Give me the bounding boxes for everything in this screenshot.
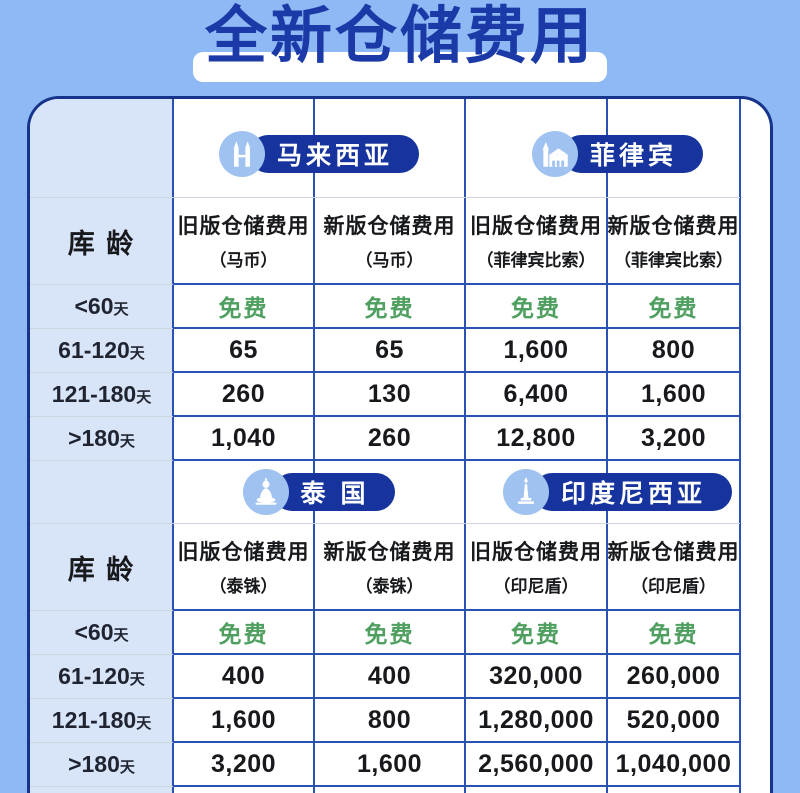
table-grid-background <box>30 99 770 793</box>
column-header: 旧版仓储费用 （泰铢） <box>173 523 314 611</box>
fee-value: 免费 <box>173 611 314 655</box>
page-header: 全新仓储费用 <box>0 0 800 96</box>
column-header: 旧版仓储费用 （菲律宾比索） <box>465 197 607 285</box>
fee-value: 1,280,000 <box>465 699 607 743</box>
age-row-label: 121-180 天 <box>30 373 173 417</box>
fee-value: 3,200 <box>607 417 740 461</box>
fee-value: 520,000 <box>607 699 740 743</box>
age-row-label: 61-120 天 <box>30 329 173 373</box>
fee-value: 65 <box>314 329 465 373</box>
column-header: 新版仓储费用 （印尼盾） <box>607 523 740 611</box>
fee-value: 260 <box>314 417 465 461</box>
page-title: 全新仓储费用 <box>204 2 595 71</box>
fee-value: 免费 <box>314 611 465 655</box>
grid-line <box>313 99 315 793</box>
country-badge-philippines: 菲律宾 <box>531 131 703 177</box>
column-header: 新版仓储费用 （马币） <box>314 197 465 285</box>
fee-value: 800 <box>314 699 465 743</box>
column-header: 旧版仓储费用 （马币） <box>173 197 314 285</box>
fee-card: 马来西亚 <box>27 96 773 793</box>
fee-table-malaysia-philippines: 库 龄 旧版仓储费用 （马币） 新版仓储费用 （马币） 旧版仓储费用 （菲律宾比… <box>30 197 740 461</box>
country-name: 菲律宾 <box>561 135 703 173</box>
age-row-label: >180 天 <box>30 417 173 461</box>
grid-line <box>464 99 466 793</box>
fee-value: 260,000 <box>607 655 740 699</box>
fee-value: 免费 <box>465 611 607 655</box>
buddha-icon <box>242 469 289 515</box>
grid-line <box>606 99 608 793</box>
fee-value: 12,800 <box>465 417 607 461</box>
fee-value: 800 <box>607 329 740 373</box>
fee-value: 免费 <box>607 611 740 655</box>
badge-slot: 泰 国 <box>173 469 465 515</box>
age-row-label: <60 天 <box>30 285 173 329</box>
country-badge-indonesia: 印度尼西亚 <box>502 469 732 515</box>
column-header: 新版仓储费用 （菲律宾比索） <box>607 197 740 285</box>
country-badge-malaysia: 马来西亚 <box>218 131 419 177</box>
fee-value: 免费 <box>173 285 314 329</box>
fee-value: 1,600 <box>607 373 740 417</box>
fee-value: 320,000 <box>465 655 607 699</box>
badge-slot: 菲律宾 <box>465 131 770 177</box>
country-badges-row-1: 马来西亚 <box>30 99 770 197</box>
country-name: 泰 国 <box>272 473 396 511</box>
country-badge-thailand: 泰 国 <box>242 469 396 515</box>
fee-table-thailand-indonesia: 库 龄 旧版仓储费用 （泰铢） 新版仓储费用 （泰铢） 旧版仓储费用 （印尼盾）… <box>30 523 740 787</box>
fee-value: 1,600 <box>465 329 607 373</box>
age-row-label: 61-120 天 <box>30 655 173 699</box>
badge-slot: 马来西亚 <box>173 131 465 177</box>
church-icon <box>531 131 578 177</box>
age-column-background <box>30 99 173 793</box>
fee-value: 260 <box>173 373 314 417</box>
fee-value: 免费 <box>314 285 465 329</box>
fee-value: 2,560,000 <box>465 743 607 787</box>
country-name: 马来西亚 <box>248 135 419 173</box>
fee-value: 400 <box>314 655 465 699</box>
grid-line <box>172 99 174 793</box>
age-row-label: >180 天 <box>30 743 173 787</box>
age-column-header: 库 龄 <box>30 197 173 285</box>
fee-value: 免费 <box>465 285 607 329</box>
age-column-header: 库 龄 <box>30 523 173 611</box>
fee-value: 1,040,000 <box>607 743 740 787</box>
country-name: 印度尼西亚 <box>532 473 732 511</box>
badge-slot: 印度尼西亚 <box>465 469 770 515</box>
fee-value: 3,200 <box>173 743 314 787</box>
column-header: 新版仓储费用 （泰铢） <box>314 523 465 611</box>
twin-towers-icon <box>218 131 265 177</box>
fee-value: 65 <box>173 329 314 373</box>
fee-value: 1,600 <box>173 699 314 743</box>
fee-value: 免费 <box>607 285 740 329</box>
fee-value: 6,400 <box>465 373 607 417</box>
fee-value: 130 <box>314 373 465 417</box>
grid-line <box>739 99 741 793</box>
age-row-label: 121-180 天 <box>30 699 173 743</box>
fee-value: 1,040 <box>173 417 314 461</box>
column-header: 旧版仓储费用 （印尼盾） <box>465 523 607 611</box>
age-row-label: <60 天 <box>30 611 173 655</box>
monument-icon <box>502 469 549 515</box>
fee-value: 400 <box>173 655 314 699</box>
fee-value: 1,600 <box>314 743 465 787</box>
country-badges-row-2: 泰 国 印度尼西亚 <box>30 461 770 523</box>
title-banner <box>193 52 607 82</box>
